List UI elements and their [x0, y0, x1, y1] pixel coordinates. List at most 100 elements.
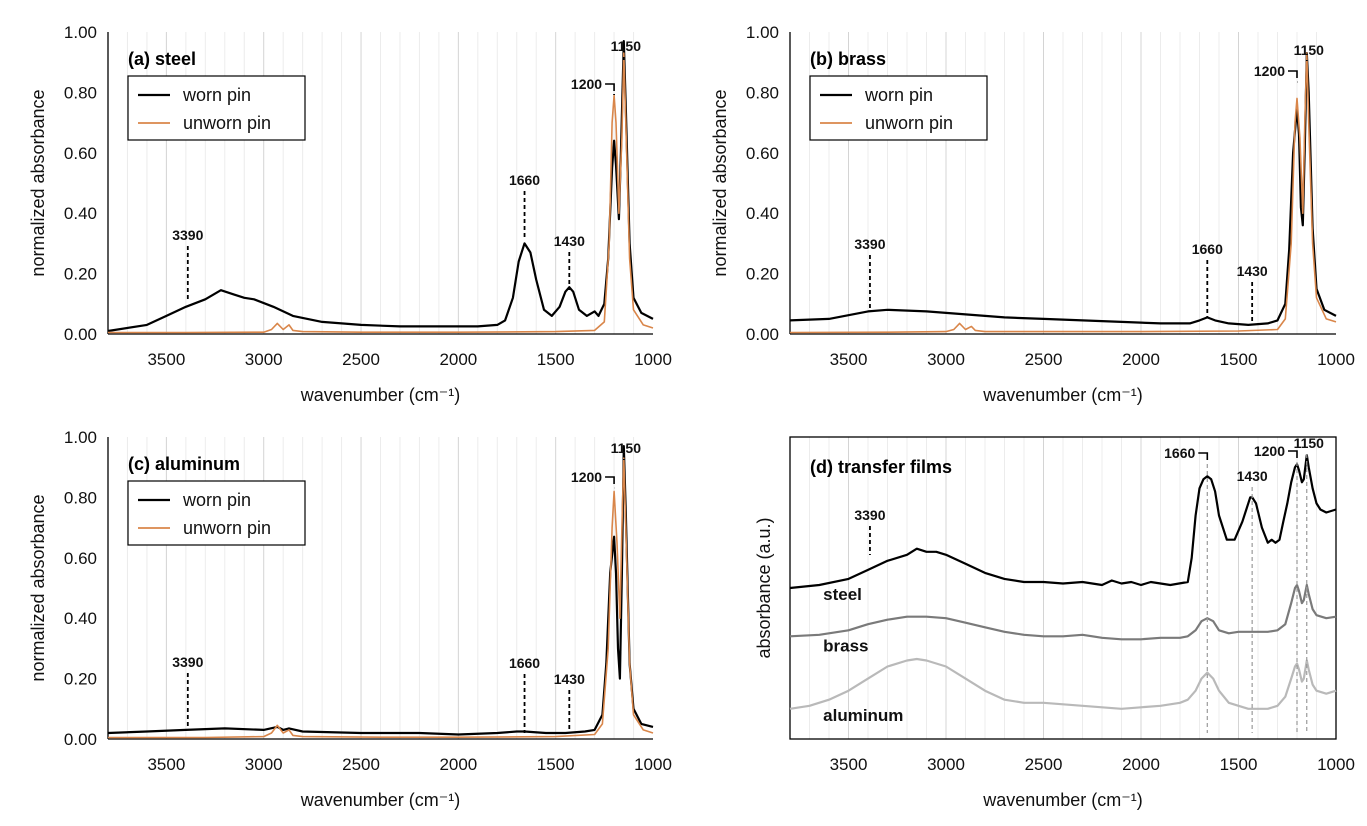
peak-label: 1660	[1192, 241, 1223, 257]
peak-label: 1660	[1164, 445, 1195, 461]
series-line-unworn-pin	[108, 52, 654, 334]
peak-label: 1150	[1294, 42, 1325, 58]
x-tick-label: 1000	[634, 755, 672, 774]
series-label: steel	[823, 585, 862, 604]
y-tick-label: 0.00	[746, 325, 779, 344]
x-tick-label: 1500	[1220, 350, 1258, 369]
legend: worn pin unworn pin	[127, 480, 306, 546]
x-tick-label: 3500	[147, 755, 185, 774]
peak-label: 3390	[172, 227, 203, 243]
y-axis-label: normalized absorbance	[28, 89, 48, 276]
y-tick-label: 0.40	[64, 204, 97, 223]
y-tick-label: 0.80	[746, 83, 779, 102]
panel-d: 3500 3000 2500 2000 1500 1000 wavenumber (cm⁻¹…	[754, 435, 1355, 810]
peak-label: 3390	[172, 654, 203, 670]
y-tick-label: 0.80	[64, 83, 97, 102]
x-tick-label: 2000	[439, 755, 477, 774]
y-tick-label: 1.00	[64, 23, 97, 42]
legend: worn pin unworn pin	[127, 75, 306, 141]
x-tick-label: 1500	[537, 755, 575, 774]
peak-label: 1430	[1237, 263, 1268, 279]
series-line-unworn-pin	[789, 52, 1337, 334]
y-tick-label: 0.40	[746, 204, 779, 223]
x-tick-label: 2500	[1025, 755, 1063, 774]
x-tick-label: 3000	[245, 350, 283, 369]
series-line-unworn-pin	[108, 457, 654, 739]
x-axis-label: wavenumber (cm⁻¹)	[300, 790, 461, 810]
peak-label: 3390	[854, 236, 885, 252]
peak-label: 1150	[611, 440, 642, 456]
x-tick-label: 1000	[634, 350, 672, 369]
legend-entry: unworn pin	[183, 113, 271, 133]
x-tick-label: 1000	[1317, 755, 1355, 774]
peak-bracket	[605, 476, 615, 484]
series-label: aluminum	[823, 706, 903, 725]
y-tick-label: 0.00	[64, 730, 97, 749]
y-axis-label: normalized absorbance	[710, 89, 730, 276]
panel-title: (c) aluminum	[128, 454, 240, 474]
peak-bracket	[1288, 450, 1298, 458]
panel-b: 3500 3000 2500 2000 1500 1000 0.00 0.20 0.40 0.60…	[710, 23, 1355, 405]
peak-label: 1430	[1237, 468, 1268, 484]
y-tick-label: 0.00	[64, 325, 97, 344]
x-tick-label: 3500	[830, 755, 868, 774]
x-tick-label: 3500	[147, 350, 185, 369]
peak-label: 1150	[611, 38, 642, 54]
peak-label: 1200	[1254, 443, 1285, 459]
legend-entry: unworn pin	[865, 113, 953, 133]
x-tick-label: 2500	[342, 755, 380, 774]
peak-label: 1660	[509, 172, 540, 188]
legend-box	[809, 75, 988, 141]
x-tick-label: 1500	[537, 350, 575, 369]
y-tick-label: 0.20	[746, 265, 779, 284]
legend-entry: worn pin	[864, 85, 933, 105]
x-tick-label: 3500	[830, 350, 868, 369]
legend-box	[127, 75, 306, 141]
peak-label: 1660	[509, 655, 540, 671]
series-line-brass	[789, 583, 1337, 641]
x-tick-label: 3000	[927, 350, 965, 369]
peak-label: 1430	[554, 671, 585, 687]
peak-label: 1200	[571, 469, 602, 485]
y-tick-label: 1.00	[746, 23, 779, 42]
peak-label: 3390	[854, 507, 885, 523]
legend-entry: worn pin	[182, 85, 251, 105]
series-label: brass	[823, 636, 868, 655]
y-tick-label: 0.20	[64, 265, 97, 284]
series-line-aluminum	[789, 657, 1337, 710]
x-tick-label: 2500	[1025, 350, 1063, 369]
y-tick-label: 1.00	[64, 428, 97, 447]
peak-label: 1200	[571, 76, 602, 92]
panel-title: (a) steel	[128, 49, 196, 69]
x-tick-label: 3000	[927, 755, 965, 774]
y-tick-label: 0.20	[64, 670, 97, 689]
legend: worn pin unworn pin	[809, 75, 988, 141]
legend-entry: unworn pin	[183, 518, 271, 538]
x-tick-label: 2000	[439, 350, 477, 369]
y-tick-label: 0.60	[746, 144, 779, 163]
y-tick-label: 0.40	[64, 609, 97, 628]
panel-c: 3500 3000 2500 2000 1500 1000 0.00 0.20 0.40 0.60…	[28, 428, 672, 810]
y-tick-label: 0.60	[64, 144, 97, 163]
peak-bracket	[1198, 452, 1209, 460]
panel-a: 3500 3000 2500 2000 1500 1000 0.00 0.20 0.40 0.60…	[28, 23, 672, 405]
x-axis-label: wavenumber (cm⁻¹)	[982, 790, 1143, 810]
x-tick-label: 2500	[342, 350, 380, 369]
legend-entry: worn pin	[182, 490, 251, 510]
peak-bracket	[605, 83, 615, 91]
x-tick-label: 2000	[1122, 755, 1160, 774]
peak-label: 1200	[1254, 63, 1285, 79]
x-tick-label: 1000	[1317, 350, 1355, 369]
x-axis-label: wavenumber (cm⁻¹)	[300, 385, 461, 405]
peak-label: 1430	[554, 233, 585, 249]
panel-title: (b) brass	[810, 49, 886, 69]
x-tick-label: 1500	[1220, 755, 1258, 774]
x-axis-label: wavenumber (cm⁻¹)	[982, 385, 1143, 405]
y-axis-label: normalized absorbance	[28, 494, 48, 681]
y-axis-label: absorbance (a.u.)	[754, 517, 774, 658]
x-tick-label: 2000	[1122, 350, 1160, 369]
peak-label: 1150	[1294, 435, 1325, 451]
legend-box	[127, 480, 306, 546]
peak-bracket	[1288, 70, 1298, 78]
y-tick-label: 0.80	[64, 488, 97, 507]
